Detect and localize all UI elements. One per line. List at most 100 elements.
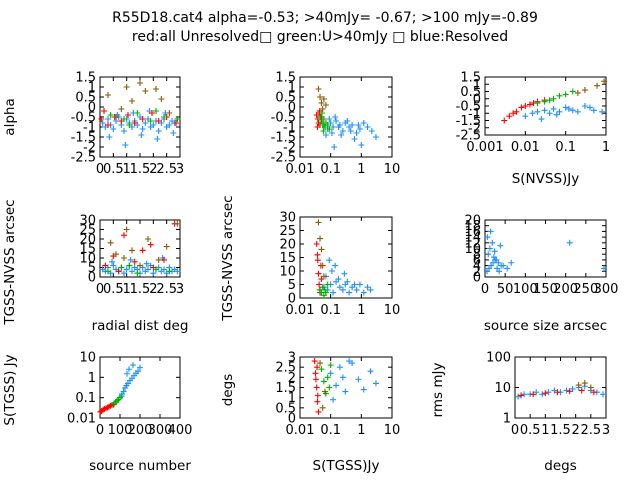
- data-point: [556, 92, 563, 99]
- data-point: [599, 391, 606, 398]
- data-point: [314, 392, 321, 399]
- data-point: [356, 281, 363, 288]
- data-point: [319, 404, 326, 411]
- panel-top-left: 00.511.522.531.510.50-0.5-1-1.5-2-2.5alp…: [2, 71, 184, 178]
- series-olive: [105, 80, 173, 120]
- data-point: [315, 408, 322, 415]
- data-point: [150, 270, 157, 277]
- data-point: [328, 130, 335, 136]
- y-tick-label: 0: [288, 412, 296, 427]
- data-point: [317, 114, 324, 120]
- y-tick-label: 1: [288, 81, 296, 96]
- data-point: [541, 98, 548, 105]
- data-point: [174, 116, 181, 122]
- x-tick-label: 10: [384, 423, 401, 438]
- data-point: [315, 219, 322, 226]
- x-tick-label: 0.5: [520, 423, 541, 438]
- data-point: [587, 384, 594, 391]
- y-tick-label: -1.5: [456, 114, 481, 129]
- data-point: [317, 94, 324, 100]
- y-tick-label: 0.5: [75, 91, 96, 106]
- data-point: [105, 116, 111, 122]
- data-point: [161, 256, 167, 263]
- data-point: [575, 382, 582, 389]
- panels-group: 00.511.522.531.510.50-0.5-1-1.5-2-2.5alp…: [2, 71, 618, 475]
- data-point: [518, 104, 525, 111]
- data-point: [314, 257, 321, 264]
- y-tick-label: 0.5: [275, 91, 296, 106]
- data-point: [145, 266, 151, 273]
- data-point: [358, 142, 365, 148]
- data-point: [129, 268, 135, 275]
- y-tick-label: 0.5: [460, 85, 481, 100]
- data-point: [99, 120, 106, 126]
- data-point: [102, 262, 109, 269]
- data-point: [321, 286, 328, 293]
- data-point: [526, 101, 533, 108]
- y-tick-label: 1: [503, 412, 511, 427]
- series-green: [534, 88, 576, 107]
- y-tick-label: 20: [279, 238, 296, 253]
- y-tick-label: 10: [464, 242, 481, 257]
- data-point: [339, 128, 346, 134]
- data-point: [518, 392, 525, 399]
- data-point: [311, 358, 318, 365]
- y-tick-label: 0: [473, 92, 481, 107]
- data-point: [484, 234, 491, 241]
- y-tick-label: 1: [288, 391, 296, 406]
- data-point: [364, 284, 371, 291]
- data-point: [356, 126, 363, 132]
- y-tick-label: 15: [279, 251, 296, 266]
- data-point: [124, 370, 130, 377]
- y-tick-label: -2: [83, 141, 96, 156]
- y-tick-label: 4: [473, 259, 481, 274]
- data-point: [150, 122, 157, 128]
- series-green: [318, 362, 334, 397]
- data-point: [134, 110, 141, 116]
- data-point: [113, 251, 119, 258]
- data-point: [330, 124, 337, 130]
- x-tick-label: 0.01: [286, 162, 315, 177]
- y-tick-label: 1.5: [275, 71, 296, 86]
- data-point: [320, 378, 327, 385]
- data-point: [153, 86, 159, 92]
- data-point: [330, 289, 337, 296]
- y-tick-label: 0: [473, 271, 481, 286]
- data-point: [155, 128, 162, 134]
- data-point: [121, 270, 127, 277]
- data-point: [163, 243, 170, 250]
- data-point: [126, 122, 133, 128]
- y-tick-label: 2: [288, 371, 296, 386]
- y-tick-label: 10: [79, 252, 96, 267]
- data-point: [315, 86, 322, 92]
- figure-title-line-2: red:all Unresolved□ green:U>40mJy □ blue…: [132, 29, 508, 45]
- data-point: [551, 387, 558, 394]
- x-tick-label: 250: [573, 282, 598, 297]
- data-point: [321, 388, 328, 395]
- data-point: [546, 97, 553, 104]
- x-tick-label: 200: [553, 282, 578, 297]
- data-point: [569, 88, 576, 95]
- data-point: [320, 128, 327, 134]
- data-point: [353, 130, 360, 136]
- x-tick-label: 2.5: [156, 162, 177, 177]
- x-tick-label: 3: [176, 162, 184, 177]
- data-point: [139, 126, 146, 132]
- x-tick-label: 0.001: [466, 140, 503, 155]
- data-point: [367, 368, 374, 375]
- series-olive: [315, 219, 327, 280]
- data-point: [154, 136, 161, 142]
- y-tick-label: 25: [79, 223, 96, 238]
- y-tick-label: -2.5: [456, 129, 481, 144]
- y-axis-label: alpha: [2, 98, 18, 135]
- y-tick-label: 12: [464, 236, 481, 251]
- data-point: [314, 398, 321, 405]
- x-tick-label: 10: [384, 303, 401, 318]
- data-point: [319, 106, 326, 112]
- x-tick-label: 2: [149, 282, 157, 297]
- data-point: [312, 370, 319, 377]
- data-point: [313, 241, 320, 247]
- y-axis-label: S(TGSS) Jy: [2, 354, 18, 425]
